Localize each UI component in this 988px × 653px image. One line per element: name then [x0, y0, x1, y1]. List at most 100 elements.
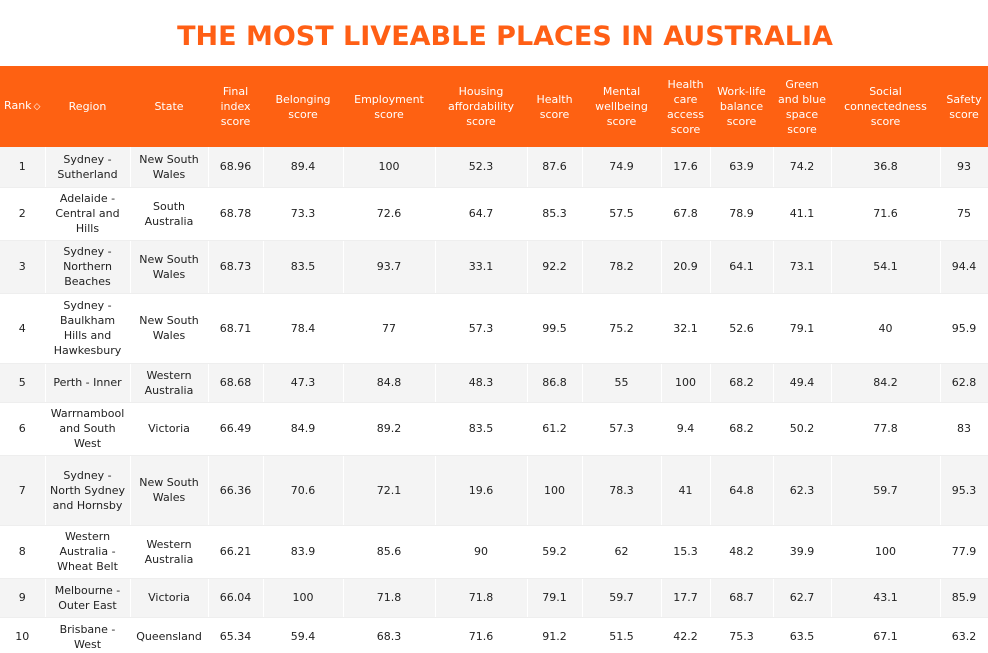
table-cell: 47.3: [263, 363, 344, 403]
table-cell: 59.4: [263, 617, 344, 653]
table-cell: New South Wales: [130, 293, 209, 364]
column-header-13[interactable]: Social connectedness score: [831, 66, 941, 147]
table-cell: 33.1: [435, 240, 528, 294]
table-cell: 65.34: [208, 617, 264, 653]
table-cell: 75: [940, 187, 988, 241]
table-cell: South Australia: [130, 187, 209, 241]
column-header-label: Region: [68, 100, 107, 113]
table-cell: 66.36: [208, 455, 264, 526]
table-row: 8 Western Australia - Wheat Belt Western A…: [0, 525, 988, 579]
table-cell: 67.1: [831, 617, 941, 653]
table-cell: 100: [343, 147, 436, 188]
table-cell: 68.7: [710, 578, 774, 618]
table-cell: 100: [661, 363, 711, 403]
table-cell: 73.3: [263, 187, 344, 241]
table-cell: 51.5: [582, 617, 662, 653]
column-header-9[interactable]: Mental wellbeing score: [582, 66, 662, 147]
table-cell: 72.1: [343, 455, 436, 526]
table-cell: 52.3: [435, 147, 528, 188]
table-cell: 61.2: [527, 402, 583, 456]
table-cell: 83: [940, 402, 988, 456]
table-cell: New South Wales: [130, 147, 209, 188]
header-row: Rank ◇ Region State Final index score Belongi…: [0, 66, 988, 147]
table-cell: Sydney - Northern Beaches: [45, 240, 131, 294]
table-cell: 2: [0, 187, 46, 241]
table-cell: 57.3: [435, 293, 528, 364]
column-header-6[interactable]: Employment score: [343, 66, 436, 147]
table-cell: 8: [0, 525, 46, 579]
table-cell: 67.8: [661, 187, 711, 241]
table-cell: 93: [940, 147, 988, 188]
table-cell: 79.1: [773, 293, 832, 364]
table-row: 6 Warrnambool and South West Victoria 66.49…: [0, 402, 988, 456]
table-cell: Western Australia: [130, 363, 209, 403]
table-cell: 68.2: [710, 402, 774, 456]
table-cell: 68.96: [208, 147, 264, 188]
page-title: THE MOST LIVEABLE PLACES IN AUSTRALIA: [177, 21, 833, 52]
column-header-1[interactable]: Rank ◇: [0, 66, 46, 147]
table-cell: 66.21: [208, 525, 264, 579]
table-body: 1 Sydney - Sutherland New South Wales 68.96…: [0, 147, 988, 653]
table-cell: 7: [0, 455, 46, 526]
table-cell: 40: [831, 293, 941, 364]
column-header-5[interactable]: Belonging score: [263, 66, 344, 147]
column-header-label: Housing affordability score: [447, 85, 515, 128]
column-header-4[interactable]: Final index score: [208, 66, 264, 147]
table-cell: 62.7: [773, 578, 832, 618]
table-row: 5 Perth - Inner Western Australia 68.68 47.3…: [0, 363, 988, 403]
table-cell: 87.6: [527, 147, 583, 188]
table-cell: 77: [343, 293, 436, 364]
column-header-11[interactable]: Work-life balance score: [710, 66, 774, 147]
table-cell: 55: [582, 363, 662, 403]
table-cell: 68.3: [343, 617, 436, 653]
table-cell: 66.04: [208, 578, 264, 618]
table-cell: 86.8: [527, 363, 583, 403]
sort-toggle-icon[interactable]: ◇: [33, 102, 41, 112]
table-cell: 79.1: [527, 578, 583, 618]
column-header-2[interactable]: Region: [45, 66, 131, 147]
table-cell: 62.8: [940, 363, 988, 403]
table-cell: 89.4: [263, 147, 344, 188]
table-cell: 72.6: [343, 187, 436, 241]
table-cell: 68.71: [208, 293, 264, 364]
table-cell: 95.3: [940, 455, 988, 526]
column-header-8[interactable]: Health score: [527, 66, 583, 147]
table-cell: Victoria: [130, 578, 209, 618]
column-header-label: Green and blue space score: [778, 77, 826, 136]
table-row: 4 Sydney - Baulkham Hills and Hawkesbury N…: [0, 293, 988, 364]
table-cell: Brisbane - West: [45, 617, 131, 653]
table-cell: 63.9: [710, 147, 774, 188]
table-cell: 77.9: [940, 525, 988, 579]
table-cell: 83.5: [435, 402, 528, 456]
table-cell: 49.4: [773, 363, 832, 403]
table-cell: 77.8: [831, 402, 941, 456]
table-cell: Warrnambool and South West: [45, 402, 131, 456]
table-cell: 50.2: [773, 402, 832, 456]
column-header-3[interactable]: State: [130, 66, 209, 147]
column-header-10[interactable]: Health care access score: [661, 66, 711, 147]
table-cell: 78.9: [710, 187, 774, 241]
table-cell: 100: [263, 578, 344, 618]
table-cell: 85.6: [343, 525, 436, 579]
table-cell: Sydney - North Sydney and Hornsby: [45, 455, 131, 526]
table-cell: 89.2: [343, 402, 436, 456]
table-cell: 74.2: [773, 147, 832, 188]
column-header-label: Belonging score: [275, 92, 331, 121]
table-cell: 3: [0, 240, 46, 294]
table-cell: 10: [0, 617, 46, 653]
table-cell: 100: [527, 455, 583, 526]
table-cell: 62: [582, 525, 662, 579]
column-header-label: Health score: [536, 92, 573, 121]
table-cell: 100: [831, 525, 941, 579]
column-header-7[interactable]: Housing affordability score: [435, 66, 528, 147]
table-cell: 71.8: [435, 578, 528, 618]
table-cell: Victoria: [130, 402, 209, 456]
table-cell: 9.4: [661, 402, 711, 456]
table-cell: 78.4: [263, 293, 344, 364]
column-header-label: Social connectedness score: [844, 85, 927, 128]
table-cell: Western Australia - Wheat Belt: [45, 525, 131, 579]
table-cell: 17.7: [661, 578, 711, 618]
column-header-12[interactable]: Green and blue space score: [773, 66, 832, 147]
table-cell: 57.5: [582, 187, 662, 241]
column-header-14[interactable]: Safety score: [940, 66, 988, 147]
